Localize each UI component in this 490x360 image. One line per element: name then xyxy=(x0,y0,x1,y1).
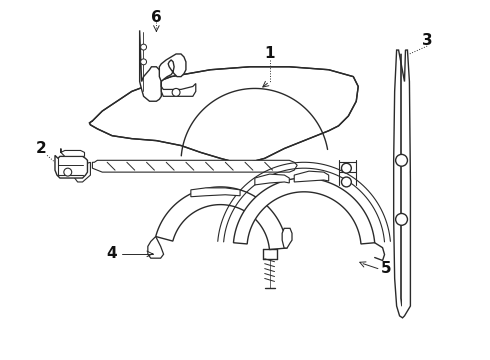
Circle shape xyxy=(141,44,147,50)
Polygon shape xyxy=(191,188,240,197)
Polygon shape xyxy=(74,162,91,182)
Text: 3: 3 xyxy=(422,33,433,48)
Polygon shape xyxy=(161,82,196,96)
Polygon shape xyxy=(61,148,84,156)
Polygon shape xyxy=(159,54,186,82)
Circle shape xyxy=(395,213,408,225)
Circle shape xyxy=(395,154,408,166)
Text: 1: 1 xyxy=(265,46,275,62)
Polygon shape xyxy=(393,50,411,318)
Polygon shape xyxy=(93,160,297,172)
Polygon shape xyxy=(55,156,88,178)
Text: 4: 4 xyxy=(107,246,118,261)
Text: 6: 6 xyxy=(151,10,162,25)
Polygon shape xyxy=(282,228,292,248)
Polygon shape xyxy=(294,171,329,182)
Polygon shape xyxy=(255,174,289,185)
Polygon shape xyxy=(90,67,358,162)
Circle shape xyxy=(141,59,147,65)
Circle shape xyxy=(172,89,180,96)
Polygon shape xyxy=(148,237,164,258)
Polygon shape xyxy=(140,30,161,101)
Circle shape xyxy=(342,163,351,173)
Text: 5: 5 xyxy=(380,261,391,276)
Text: 2: 2 xyxy=(36,141,47,156)
Polygon shape xyxy=(233,178,375,244)
Circle shape xyxy=(342,177,351,187)
Circle shape xyxy=(64,168,72,176)
Polygon shape xyxy=(156,187,287,249)
